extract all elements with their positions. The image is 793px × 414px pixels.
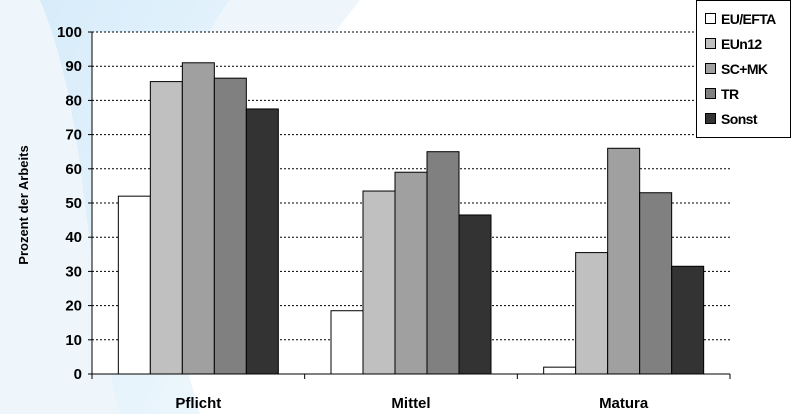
y-tick-label: 30: [65, 263, 82, 280]
y-tick-label: 80: [65, 92, 82, 109]
legend-label: Sonst: [721, 110, 757, 127]
bar-tr-pflicht: [213, 77, 247, 375]
bar-sonst-pflicht: [245, 108, 279, 375]
x-category-label: Pflicht: [175, 395, 221, 412]
bar-sc-mk-matura: [607, 147, 641, 375]
y-tick-label: 10: [65, 332, 82, 349]
legend-label: SC+MK: [721, 60, 768, 77]
legend-swatch: [705, 113, 716, 124]
bar-sonst-mittel: [458, 214, 492, 375]
bar-sc-mk-mittel: [394, 171, 428, 375]
bar-eun12-mittel: [362, 190, 396, 375]
legend-swatch: [705, 38, 716, 49]
x-category-label: Mittel: [391, 395, 430, 412]
bar-eun12-matura: [575, 252, 609, 375]
y-tick-label: 50: [65, 195, 82, 212]
legend-item: SC+MK: [705, 56, 790, 81]
y-tick-label: 0: [74, 366, 82, 383]
y-tick-label: 40: [65, 229, 82, 246]
bar-eun12-pflicht: [149, 81, 183, 375]
legend-label: EU/EFTA: [721, 10, 776, 27]
legend-swatch: [705, 13, 716, 24]
y-tick-label: 60: [65, 161, 82, 178]
y-tick-labels: 0 10 20 30 40 50 60 70 80 90 100: [57, 24, 92, 383]
bar-eu-efta-matura: [543, 366, 577, 375]
legend-item: Sonst: [705, 106, 790, 131]
legend: EU/EFTA EUn12 SC+MK TR Sonst: [696, 0, 791, 138]
bar-sc-mk-pflicht: [181, 62, 215, 375]
bar-tr-matura: [639, 192, 673, 375]
legend-label: TR: [721, 85, 739, 102]
y-tick-label: 70: [65, 127, 82, 144]
y-tick-label: 100: [57, 24, 82, 41]
legend-item: EU/EFTA: [705, 6, 790, 31]
y-tick-label: 20: [65, 298, 82, 315]
legend-item: EUn12: [705, 31, 790, 56]
legend-item: TR: [705, 81, 790, 106]
x-category-label: Matura: [599, 395, 649, 412]
bars: [117, 62, 705, 375]
legend-swatch: [705, 88, 716, 99]
y-axis-title: Prozent der Arbeits: [16, 145, 31, 264]
bar-tr-mittel: [426, 151, 460, 375]
bar-sonst-matura: [671, 265, 705, 375]
bar-eu-efta-pflicht: [117, 195, 151, 375]
x-category-labels: Pflicht Mittel Matura: [175, 395, 648, 412]
legend-label: EUn12: [721, 35, 762, 52]
y-tick-label: 90: [65, 58, 82, 75]
legend-swatch: [705, 63, 716, 74]
bar-eu-efta-mittel: [330, 310, 364, 375]
